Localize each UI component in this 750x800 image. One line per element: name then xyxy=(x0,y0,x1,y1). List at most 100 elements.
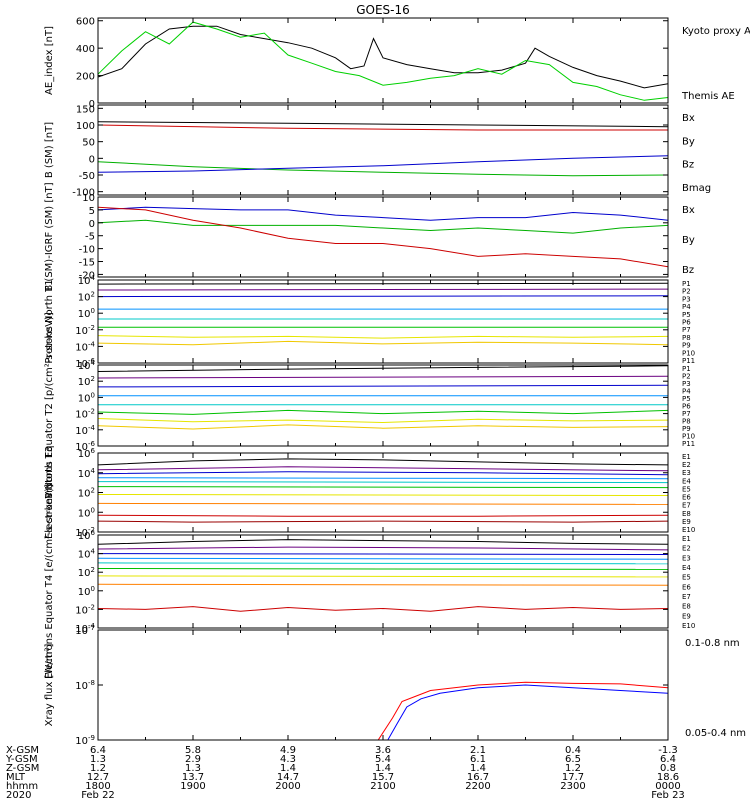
legend-label: By xyxy=(682,235,695,246)
x-axis-value: Feb 22 xyxy=(81,790,115,800)
x-axis-value: 0.8 xyxy=(660,763,676,774)
x-axis-value: 1.4 xyxy=(375,763,391,774)
y-tick-label: 106 xyxy=(78,447,96,460)
series-line-e3 xyxy=(98,471,668,476)
series-line-themis-ae xyxy=(98,25,668,89)
y-tick-label: 100 xyxy=(78,307,95,320)
y-tick-label: -5 xyxy=(85,232,95,243)
x-axis-row-label: 2020 xyxy=(6,790,31,800)
legend-label: Bz xyxy=(682,160,694,171)
y-tick-label: 150 xyxy=(76,104,95,115)
y-tick-label: 5 xyxy=(89,206,95,217)
series-line-e9 xyxy=(98,606,668,612)
x-axis-value: 1.4 xyxy=(280,763,296,774)
x-axis-value: 14.7 xyxy=(277,772,299,783)
y-tick-label: -15 xyxy=(79,258,95,269)
y-tick-label: 102 xyxy=(78,291,95,304)
y-tick-label: 10-4 xyxy=(75,622,95,635)
legend-label: P10 xyxy=(682,433,695,441)
series-line-bz xyxy=(98,206,668,268)
y-tick-label: 50 xyxy=(82,138,95,149)
x-axis-value: 12.7 xyxy=(87,772,109,783)
y-axis-label: Protons Equator T2 [p/(cm²-s-sr-keV)] xyxy=(44,312,55,499)
legend-label: 0.05-0.4 nm xyxy=(685,728,746,739)
legend-label: E3 xyxy=(682,554,691,562)
x-axis-value: 5.8 xyxy=(185,745,201,756)
series-line-e4 xyxy=(98,477,668,480)
series-line-kyoto-proxy-ae xyxy=(98,21,668,101)
x-axis-table: X-GSM 6.4 5.8 4.9 3.6 2.1 0.4 -1.3Y-GSM 1.3 2.9 4.… xyxy=(5,745,685,800)
x-axis-value: 6.4 xyxy=(90,745,106,756)
y-tick-label: 10-9 xyxy=(75,734,95,747)
series-line-bz xyxy=(98,124,668,131)
series-line-bx xyxy=(98,155,668,173)
legend-label: P7 xyxy=(682,326,691,334)
legend-label: P2 xyxy=(682,288,691,296)
series-line-e1 xyxy=(98,458,668,466)
legend-label: P3 xyxy=(682,380,691,388)
legend-label: P8 xyxy=(682,418,691,426)
series-group xyxy=(98,539,668,612)
series-line-e8 xyxy=(98,502,668,505)
legend-label: E1 xyxy=(682,535,691,543)
series-line-e1 xyxy=(98,539,668,545)
series-line-0-1-0-8-nm xyxy=(377,681,668,740)
x-axis-value: 1.3 xyxy=(185,763,201,774)
x-axis-value: 2.1 xyxy=(470,745,486,756)
x-axis-value: 6.4 xyxy=(660,754,676,765)
x-axis-row-label: X-GSM xyxy=(6,745,39,756)
series-line-e6 xyxy=(98,568,668,570)
y-tick-label: 100 xyxy=(78,506,95,519)
y-tick-label: 0 xyxy=(89,219,95,230)
y-tick-label: 100 xyxy=(76,121,95,132)
y-tick-label: -10 xyxy=(79,245,95,256)
series-line-p2 xyxy=(98,288,668,291)
series-line-p3 xyxy=(98,384,668,388)
x-axis-value: 1800 xyxy=(85,781,110,792)
series-group xyxy=(98,21,668,101)
series-line-p2 xyxy=(98,375,668,379)
legend-label: P6 xyxy=(682,319,691,327)
legend-label: E9 xyxy=(682,518,691,526)
legend-label: E5 xyxy=(682,574,691,582)
legend-label: E9 xyxy=(682,612,691,620)
series-line-e5 xyxy=(98,481,668,484)
x-axis-value: 1.2 xyxy=(565,763,581,774)
x-axis-value: 6.5 xyxy=(565,754,581,765)
series-line-p6 xyxy=(98,409,668,415)
y-tick-label: 10-4 xyxy=(75,340,95,353)
legend-label: E8 xyxy=(682,603,691,611)
legend-label: E7 xyxy=(682,502,691,510)
series-line-p8 xyxy=(98,424,668,430)
x-axis-value: 17.7 xyxy=(562,772,584,783)
x-axis-value: 2.9 xyxy=(185,754,201,765)
x-axis-value: 18.6 xyxy=(657,772,679,783)
legend-label: Kyoto proxy AE xyxy=(682,26,750,37)
chart-title: GOES-16 xyxy=(356,3,410,17)
y-axis-label: Xray flux [W/m²] xyxy=(44,644,55,727)
legend-label: E5 xyxy=(682,485,691,493)
panel-frame xyxy=(97,104,669,196)
x-axis-value: 0.4 xyxy=(565,745,581,756)
y-tick-label: 10-6 xyxy=(75,440,95,453)
x-axis-value: 2000 xyxy=(275,781,300,792)
y-axis-label: B (SM)-IGRF (SM) [nT] xyxy=(44,182,55,291)
y-tick-label: 200 xyxy=(76,72,95,83)
panel-xray: 10-7 10-8 10-9 Xray flux [W/m²] 0.1-0.8 nm 0.… xyxy=(44,624,746,747)
y-tick-label: 10-6 xyxy=(75,357,95,370)
y-axis-label: Electrons North T3 xyxy=(44,446,55,539)
y-tick-label: 104 xyxy=(78,359,96,372)
series-group xyxy=(98,121,668,177)
y-tick-label: 104 xyxy=(78,274,96,287)
y-tick-label: 10-7 xyxy=(75,624,95,637)
legend-label: P2 xyxy=(682,373,691,381)
series-line-e6 xyxy=(98,486,668,489)
x-axis-value: 13.7 xyxy=(182,772,204,783)
panel-frame xyxy=(97,279,669,364)
x-axis-value: 3.6 xyxy=(375,745,391,756)
x-axis-value: 2200 xyxy=(465,781,490,792)
legend-label: Bx xyxy=(682,113,695,124)
legend-label: P9 xyxy=(682,425,691,433)
panel-electrons_t3: 106 104 102 100 10-2 Electrons North T3 E1E2E3… xyxy=(44,446,695,539)
